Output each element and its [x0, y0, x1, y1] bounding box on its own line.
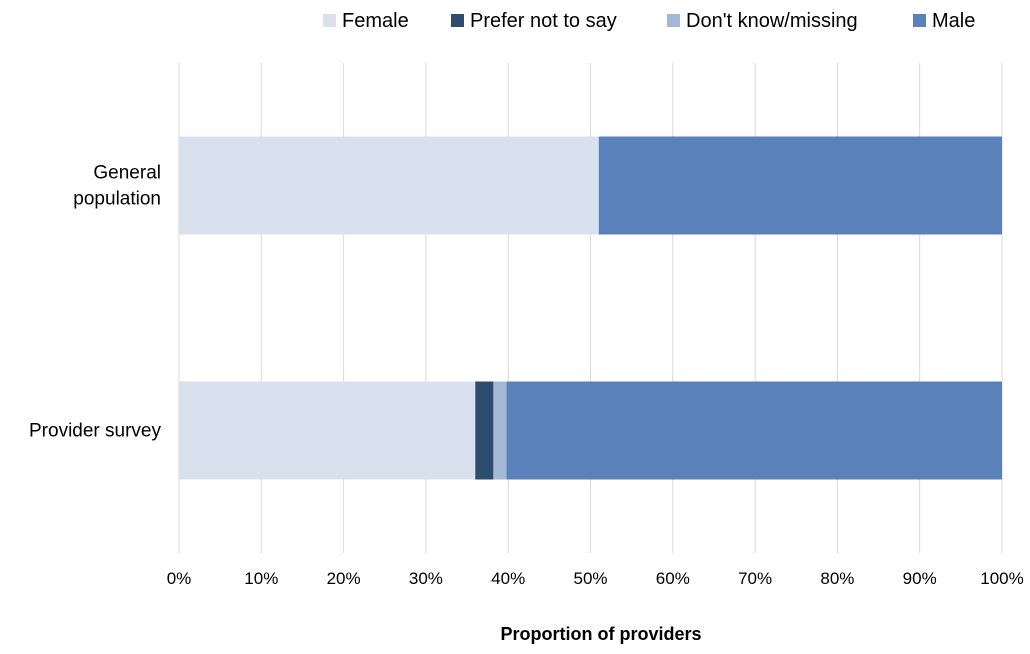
x-tick-label: 10% [244, 569, 278, 588]
bars [179, 136, 1002, 480]
category-label: General population [73, 163, 161, 210]
legend-swatch-prefer-not-to-say [451, 14, 464, 27]
bar-segment-female [179, 381, 476, 480]
x-tick-label: 90% [903, 569, 937, 588]
bar-segment-prefer-not-to-say [475, 381, 494, 480]
bar-segment-male [598, 136, 1002, 235]
category-label-line: Provider survey [29, 421, 161, 442]
x-tick-label: 40% [491, 569, 525, 588]
legend-label-prefer-not-to-say: Prefer not to say [470, 10, 617, 32]
x-tick-label: 70% [738, 569, 772, 588]
legend-label-female: Female [342, 10, 409, 32]
x-tick-label: 30% [409, 569, 443, 588]
legend: Female Prefer not to say Don't know/missin… [323, 10, 975, 32]
x-tick-labels: 0% 10% 20% 30% 40% 50% 60% 70% 80% 90% 100% [167, 569, 1024, 588]
x-axis-title: Proportion of providers [500, 624, 701, 644]
category-label-line: population [73, 189, 161, 210]
x-tick-label: 80% [820, 569, 854, 588]
x-tick-label: 100% [980, 569, 1023, 588]
legend-swatch-female [323, 14, 336, 27]
x-tick-label: 20% [327, 569, 361, 588]
x-tick-label: 60% [656, 569, 690, 588]
x-tick-label: 0% [167, 569, 192, 588]
legend-label-don-t-know-missing: Don't know/missing [686, 10, 858, 32]
legend-swatch-male [913, 14, 926, 27]
legend-label-male: Male [932, 10, 975, 32]
bar-segment-female [179, 136, 599, 235]
bar-segment-don-t-know-missing [493, 381, 507, 480]
category-label: Provider survey [29, 421, 161, 442]
category-label-line: General [93, 163, 161, 184]
bar-segment-male [506, 381, 1002, 480]
legend-swatch-don-t-know-missing [667, 14, 680, 27]
x-tick-label: 50% [573, 569, 607, 588]
category-labels: General population Provider survey [29, 163, 161, 442]
